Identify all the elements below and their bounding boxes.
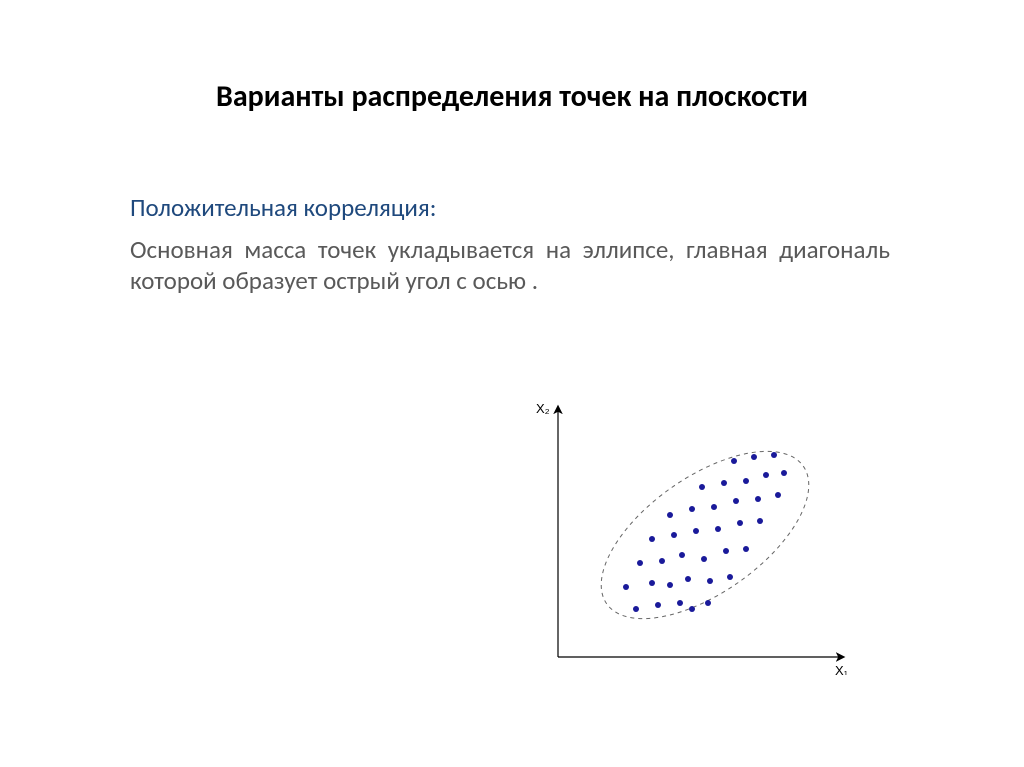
scatter-points bbox=[623, 452, 787, 612]
scatter-point bbox=[743, 546, 749, 552]
scatter-point bbox=[757, 518, 763, 524]
scatter-point bbox=[689, 506, 695, 512]
scatter-point bbox=[731, 458, 737, 464]
scatter-point bbox=[763, 472, 769, 478]
scatter-point bbox=[623, 584, 629, 590]
scatter-point bbox=[677, 600, 683, 606]
scatter-point bbox=[685, 576, 691, 582]
x-axis-label: X₁ bbox=[835, 663, 849, 675]
scatter-point bbox=[775, 492, 781, 498]
scatter-point bbox=[781, 470, 787, 476]
scatter-point bbox=[715, 526, 721, 532]
scatter-point bbox=[679, 552, 685, 558]
scatter-point bbox=[723, 548, 729, 554]
scatter-point bbox=[771, 452, 777, 458]
scatter-point bbox=[693, 528, 699, 534]
slide-subtitle: Положительная корреляция: bbox=[130, 192, 890, 223]
scatter-point bbox=[711, 504, 717, 510]
scatter-point bbox=[705, 600, 711, 606]
scatter-point bbox=[689, 606, 695, 612]
scatter-point bbox=[667, 582, 673, 588]
scatter-point bbox=[649, 580, 655, 586]
scatter-point bbox=[755, 496, 761, 502]
scatter-point bbox=[707, 578, 713, 584]
scatter-point bbox=[737, 520, 743, 526]
scatter-point bbox=[721, 480, 727, 486]
scatter-point bbox=[727, 574, 733, 580]
scatter-point bbox=[655, 602, 661, 608]
scatter-point bbox=[699, 484, 705, 490]
correlation-ellipse bbox=[573, 419, 836, 652]
y-axis-label: X₂ bbox=[536, 401, 550, 416]
scatter-point bbox=[667, 512, 673, 518]
scatter-point bbox=[701, 556, 707, 562]
scatter-point bbox=[659, 558, 665, 564]
scatter-point bbox=[733, 498, 739, 504]
slide: Варианты распределения точек на плоскост… bbox=[0, 0, 1024, 767]
scatter-point bbox=[671, 532, 677, 538]
correlation-scatter-chart: X₂ X₁ bbox=[530, 395, 860, 675]
scatter-point bbox=[633, 606, 639, 612]
scatter-point bbox=[637, 560, 643, 566]
scatter-point bbox=[649, 536, 655, 542]
slide-title: Варианты распределения точек на плоскост… bbox=[0, 78, 1024, 115]
slide-body-text: Основная масса точек укладывается на элл… bbox=[130, 234, 890, 297]
scatter-point bbox=[743, 478, 749, 484]
scatter-point bbox=[751, 454, 757, 460]
